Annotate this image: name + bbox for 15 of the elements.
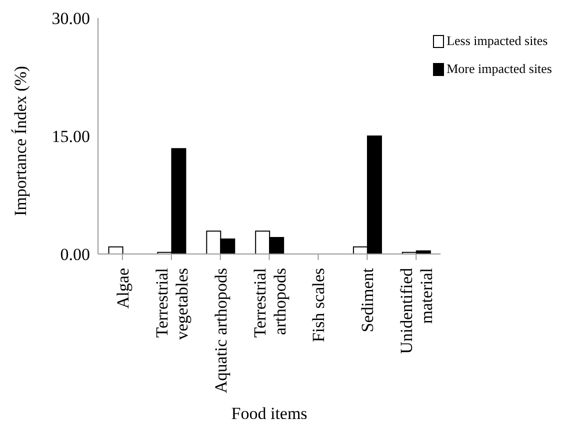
x-tick-label: Aquatic arthopods [211, 268, 230, 394]
x-tick-label: Terrestrial arthopods [250, 268, 290, 338]
x-tick-label: Unidentified material [397, 268, 436, 354]
y-axis-title: Importance Índex (%) [11, 66, 30, 216]
legend-label: Less impacted sites [446, 33, 548, 49]
x-axis-title: Food items [231, 404, 308, 423]
y-tick-label: 0.00 [60, 245, 90, 264]
legend-label: More impacted sites [446, 61, 552, 77]
bar [108, 246, 124, 254]
y-tick-label: 15.00 [52, 127, 90, 146]
y-tick-label: 30.00 [52, 9, 90, 28]
x-tick-label: Sediment [358, 268, 378, 332]
x-tick-label: Terrestrial vegetables [152, 268, 192, 340]
x-tick-label: Algae [113, 268, 132, 309]
x-tick-label: Fish scales [309, 268, 328, 342]
